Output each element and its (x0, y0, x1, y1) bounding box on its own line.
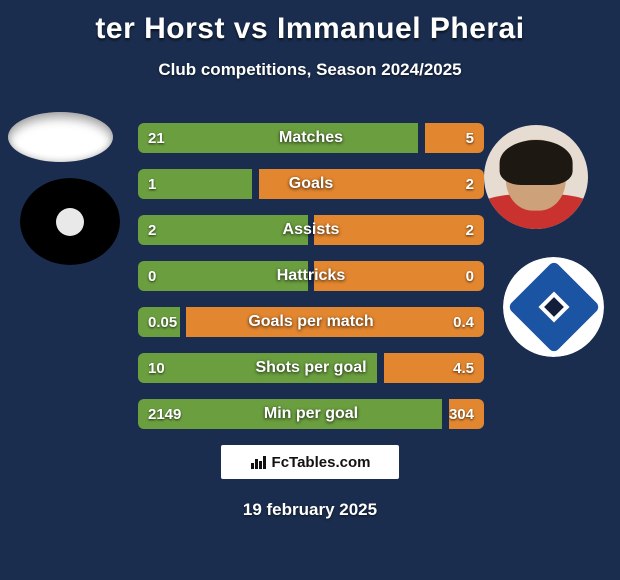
stat-value-left: 1 (138, 169, 166, 199)
stat-row: 104.5Shots per goal (138, 353, 484, 383)
stat-value-left: 2149 (138, 399, 191, 429)
bar-right (259, 169, 484, 199)
stat-row: 0.050.4Goals per match (138, 307, 484, 337)
stat-value-right: 0 (456, 261, 484, 291)
page-title: ter Horst vs Immanuel Pherai (0, 12, 620, 46)
brand-text: FcTables.com (272, 454, 371, 471)
stat-value-right: 4.5 (443, 353, 484, 383)
brand-logo: FcTables.com (221, 445, 399, 479)
date-text: 19 february 2025 (0, 500, 620, 520)
club-right-crest (503, 257, 604, 357)
stat-value-right: 304 (439, 399, 484, 429)
stat-value-right: 0.4 (443, 307, 484, 337)
stat-row: 2149304Min per goal (138, 399, 484, 429)
comparison-infographic: ter Horst vs Immanuel Pherai Club compet… (0, 0, 620, 580)
stat-value-left: 2 (138, 215, 166, 245)
stat-value-right: 2 (456, 169, 484, 199)
stat-rows: 215Matches12Goals22Assists00Hattricks0.0… (138, 123, 484, 445)
stat-row: 12Goals (138, 169, 484, 199)
player-right-photo (484, 125, 588, 229)
bar-left (138, 123, 418, 153)
stat-row: 22Assists (138, 215, 484, 245)
stat-value-left: 0 (138, 261, 166, 291)
stat-value-right: 5 (456, 123, 484, 153)
player-left-photo (8, 112, 113, 162)
bar-chart-icon (250, 454, 268, 470)
subtitle: Club competitions, Season 2024/2025 (0, 60, 620, 80)
stat-value-left: 10 (138, 353, 175, 383)
stat-value-left: 21 (138, 123, 175, 153)
stat-row: 00Hattricks (138, 261, 484, 291)
stat-value-left: 0.05 (138, 307, 187, 337)
stat-value-right: 2 (456, 215, 484, 245)
bar-right (186, 307, 484, 337)
club-left-crest (20, 178, 120, 265)
stat-row: 215Matches (138, 123, 484, 153)
